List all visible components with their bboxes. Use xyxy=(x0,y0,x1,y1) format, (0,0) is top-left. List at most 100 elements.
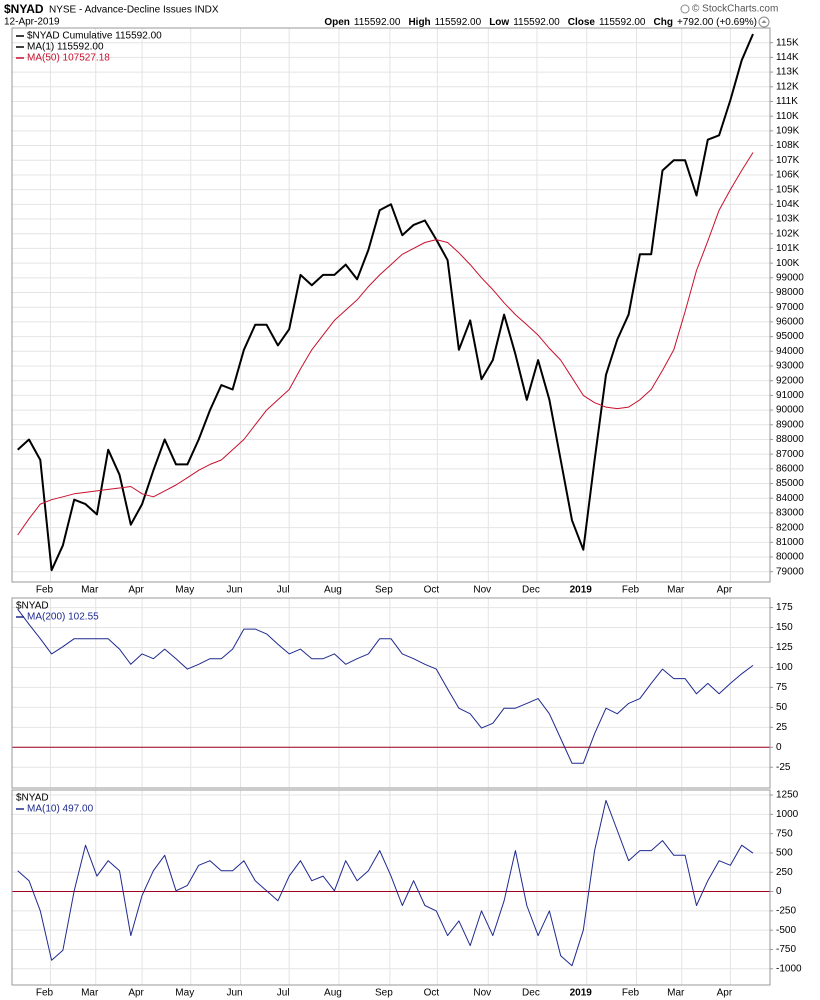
expand-icon[interactable] xyxy=(758,16,770,28)
legend-entry: MA(50) 107527.18 xyxy=(27,53,110,64)
y-tick-label: 95000 xyxy=(776,331,804,342)
legend-entry: $NYAD Cumulative 115592.00 xyxy=(27,31,162,42)
y-tick-label: 106K xyxy=(776,170,800,181)
y-tick-label: 99000 xyxy=(776,272,804,283)
y-tick-label: -250 xyxy=(776,906,796,917)
x-tick-label: Sep xyxy=(375,988,393,999)
x-tick-label: Jun xyxy=(226,988,242,999)
y-tick-label: 85000 xyxy=(776,478,804,489)
quote-label: Low xyxy=(489,17,509,28)
y-tick-label: 115K xyxy=(776,37,799,48)
quote-label: Open xyxy=(324,17,350,28)
y-tick-label: 93000 xyxy=(776,361,804,372)
y-tick-label: 250 xyxy=(776,867,793,878)
y-tick-label: 0 xyxy=(776,742,782,753)
panel-label: $NYAD xyxy=(16,793,49,804)
quote-value: +792.00 (+0.69%) xyxy=(677,17,757,28)
x-tick-label: Feb xyxy=(36,988,54,999)
y-tick-label: 91000 xyxy=(776,390,804,401)
x-tick-label: Mar xyxy=(667,585,685,596)
y-tick-label: 25 xyxy=(776,722,788,733)
chart-title: NYSE - Advance-Decline Issues INDX xyxy=(49,5,219,16)
x-tick-label: Jul xyxy=(277,988,290,999)
y-tick-label: 112K xyxy=(776,81,799,92)
x-tick-label: Aug xyxy=(324,988,342,999)
quote-value: 115592.00 xyxy=(435,17,482,28)
x-tick-label: May xyxy=(175,585,194,596)
y-tick-label: 79000 xyxy=(776,566,804,577)
x-tick-label: 2019 xyxy=(570,988,593,999)
y-tick-label: 109K xyxy=(776,126,800,137)
x-tick-label: Apr xyxy=(717,585,733,596)
y-tick-label: 0 xyxy=(776,886,782,897)
x-tick-label: Aug xyxy=(324,585,342,596)
y-tick-label: 97000 xyxy=(776,302,804,313)
y-tick-label: 98000 xyxy=(776,287,804,298)
x-tick-label: Apr xyxy=(128,988,144,999)
y-tick-label: 103K xyxy=(776,214,800,225)
y-tick-label: 88000 xyxy=(776,434,804,445)
y-tick-label: 81000 xyxy=(776,537,804,548)
x-tick-label: Mar xyxy=(81,585,99,596)
y-tick-label: 94000 xyxy=(776,346,804,357)
y-tick-label: 750 xyxy=(776,828,793,839)
x-tick-label: Feb xyxy=(622,585,640,596)
copyright: © StockCharts.com xyxy=(692,4,778,15)
panel-frame xyxy=(11,597,771,789)
x-tick-label: Apr xyxy=(128,585,144,596)
quote-value: 115592.00 xyxy=(354,17,401,28)
y-tick-label: 110K xyxy=(776,111,799,122)
y-tick-label: -25 xyxy=(776,762,791,773)
y-tick-label: 100K xyxy=(776,258,800,269)
x-tick-label: May xyxy=(175,988,194,999)
logo-icon xyxy=(680,4,690,14)
y-tick-label: 107K xyxy=(776,155,800,166)
x-tick-label: Jul xyxy=(277,585,290,596)
series-line xyxy=(17,799,754,967)
y-tick-label: 1250 xyxy=(776,790,799,801)
y-tick-label: 113K xyxy=(776,67,799,78)
y-tick-label: -750 xyxy=(776,944,796,955)
y-tick-label: 90000 xyxy=(776,405,804,416)
series-line xyxy=(17,33,754,572)
symbol: $NYAD xyxy=(4,2,44,16)
panel-label: $NYAD xyxy=(16,601,49,612)
quote-value: 115592.00 xyxy=(599,17,646,28)
y-tick-label: 111K xyxy=(776,96,798,107)
series-line xyxy=(17,152,754,536)
quote-value: 115592.00 xyxy=(513,17,560,28)
quote-label: Chg xyxy=(653,17,672,28)
y-tick-label: 82000 xyxy=(776,522,804,533)
x-tick-label: Sep xyxy=(375,585,393,596)
legend-entry: MA(200) 102.55 xyxy=(27,612,99,623)
x-tick-label: Oct xyxy=(424,988,440,999)
x-tick-label: Nov xyxy=(473,585,491,596)
panel-frame xyxy=(11,789,771,986)
y-tick-label: 75 xyxy=(776,682,788,693)
legend-entry: MA(10) 497.00 xyxy=(27,804,94,815)
quote-label: High xyxy=(408,17,430,28)
x-tick-label: Dec xyxy=(522,988,540,999)
y-tick-label: 114K xyxy=(776,52,799,63)
quote-label: Close xyxy=(568,17,596,28)
y-tick-label: 50 xyxy=(776,702,788,713)
y-tick-label: 84000 xyxy=(776,493,804,504)
y-tick-label: 86000 xyxy=(776,463,804,474)
x-tick-label: Dec xyxy=(522,585,540,596)
y-tick-label: 87000 xyxy=(776,449,804,460)
y-tick-label: 96000 xyxy=(776,317,804,328)
y-tick-label: 92000 xyxy=(776,375,804,386)
x-tick-label: Jun xyxy=(226,585,242,596)
y-tick-label: 150 xyxy=(776,622,793,633)
y-tick-label: 1000 xyxy=(776,809,799,820)
y-tick-label: 104K xyxy=(776,199,800,210)
x-tick-label: Nov xyxy=(473,988,491,999)
x-tick-label: Feb xyxy=(622,988,640,999)
y-tick-label: 101K xyxy=(776,243,800,254)
y-tick-label: 100 xyxy=(776,662,793,673)
x-tick-label: Mar xyxy=(667,988,685,999)
x-tick-label: 2019 xyxy=(570,585,593,596)
y-tick-label: 102K xyxy=(776,228,800,239)
y-tick-label: 105K xyxy=(776,184,800,195)
